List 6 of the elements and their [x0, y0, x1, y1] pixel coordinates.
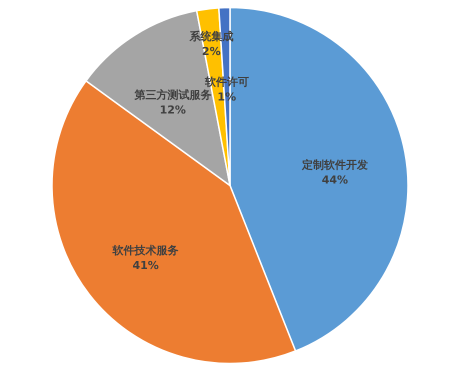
data-label: 44%	[322, 173, 348, 186]
data-label: 41%	[132, 258, 159, 272]
slice-label: 定制软件开发	[300, 158, 368, 172]
data-label: 12%	[160, 103, 186, 116]
slice-label: 软件技术服务	[112, 244, 179, 257]
slice-label: 第三方测试服务	[133, 88, 212, 102]
